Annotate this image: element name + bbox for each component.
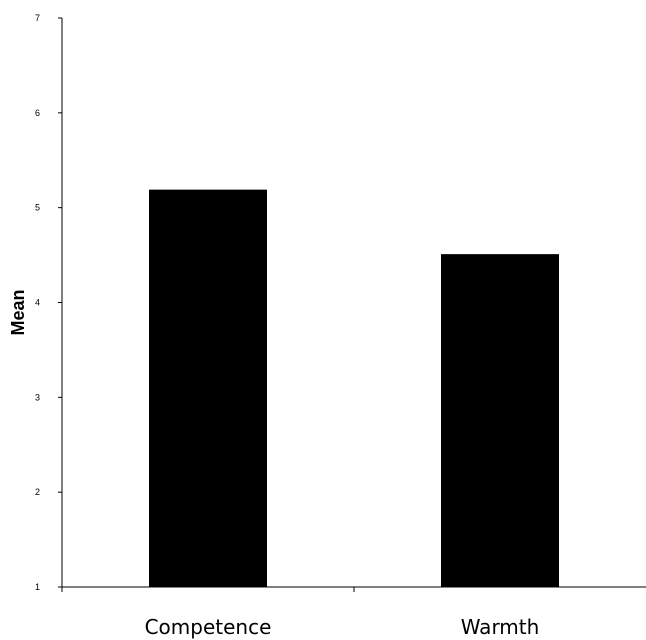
bar-competence [149,189,267,588]
y-axis-title: Mean [8,289,28,335]
bar-warmth [441,254,559,587]
y-ticks: 1 2 3 4 5 6 7 [35,13,62,592]
bars-layer [149,189,559,588]
y-tick-label: 7 [35,13,40,23]
x-category-label: Competence [145,615,272,639]
y-tick-label: 2 [35,487,40,497]
y-tick-label: 3 [35,392,40,402]
x-category-label: Warmth [461,615,540,639]
y-tick-label: 4 [35,298,40,308]
y-tick-label: 6 [35,108,40,118]
x-ticks: Competence Warmth [61,587,540,639]
y-tick-label: 5 [35,203,40,213]
y-tick-label: 1 [35,582,40,592]
